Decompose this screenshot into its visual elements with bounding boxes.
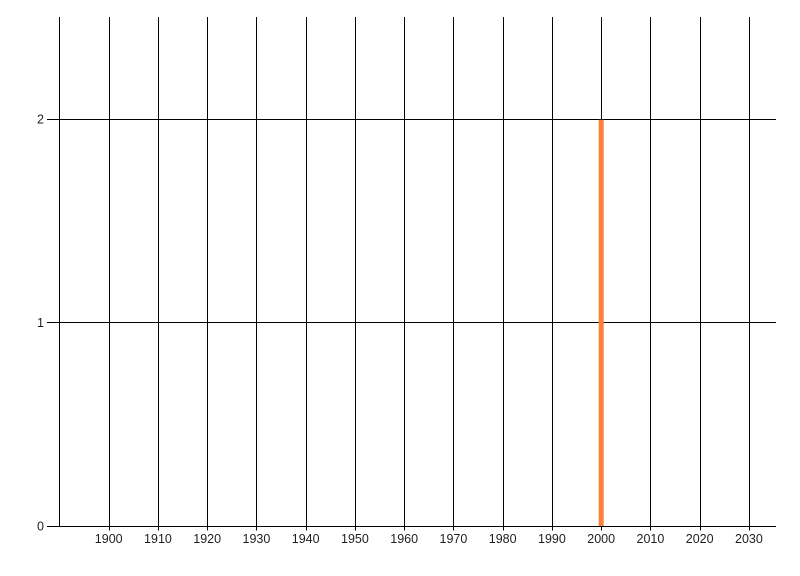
y-tick-label: 0 <box>37 520 44 534</box>
x-tick-label: 2020 <box>686 532 714 546</box>
bar-year-2000 <box>598 119 604 527</box>
x-tick-label: 1980 <box>489 532 517 546</box>
x-tick-label: 1950 <box>341 532 369 546</box>
y-tick-label: 2 <box>37 112 44 126</box>
x-tick-label: 1930 <box>243 532 271 546</box>
x-tick-label: 1990 <box>538 532 566 546</box>
x-tick-label: 2010 <box>637 532 665 546</box>
x-tick-label: 1940 <box>292 532 320 546</box>
y-tick-label: 1 <box>37 316 44 330</box>
x-tick-label: 1920 <box>193 532 221 546</box>
x-tick-label: 1900 <box>95 532 123 546</box>
x-tick-label: 2030 <box>735 532 763 546</box>
x-tick-label: 1970 <box>440 532 468 546</box>
x-tick-label: 1960 <box>390 532 418 546</box>
x-tick-label: 1910 <box>144 532 172 546</box>
x-tick-label: 2000 <box>587 532 615 546</box>
